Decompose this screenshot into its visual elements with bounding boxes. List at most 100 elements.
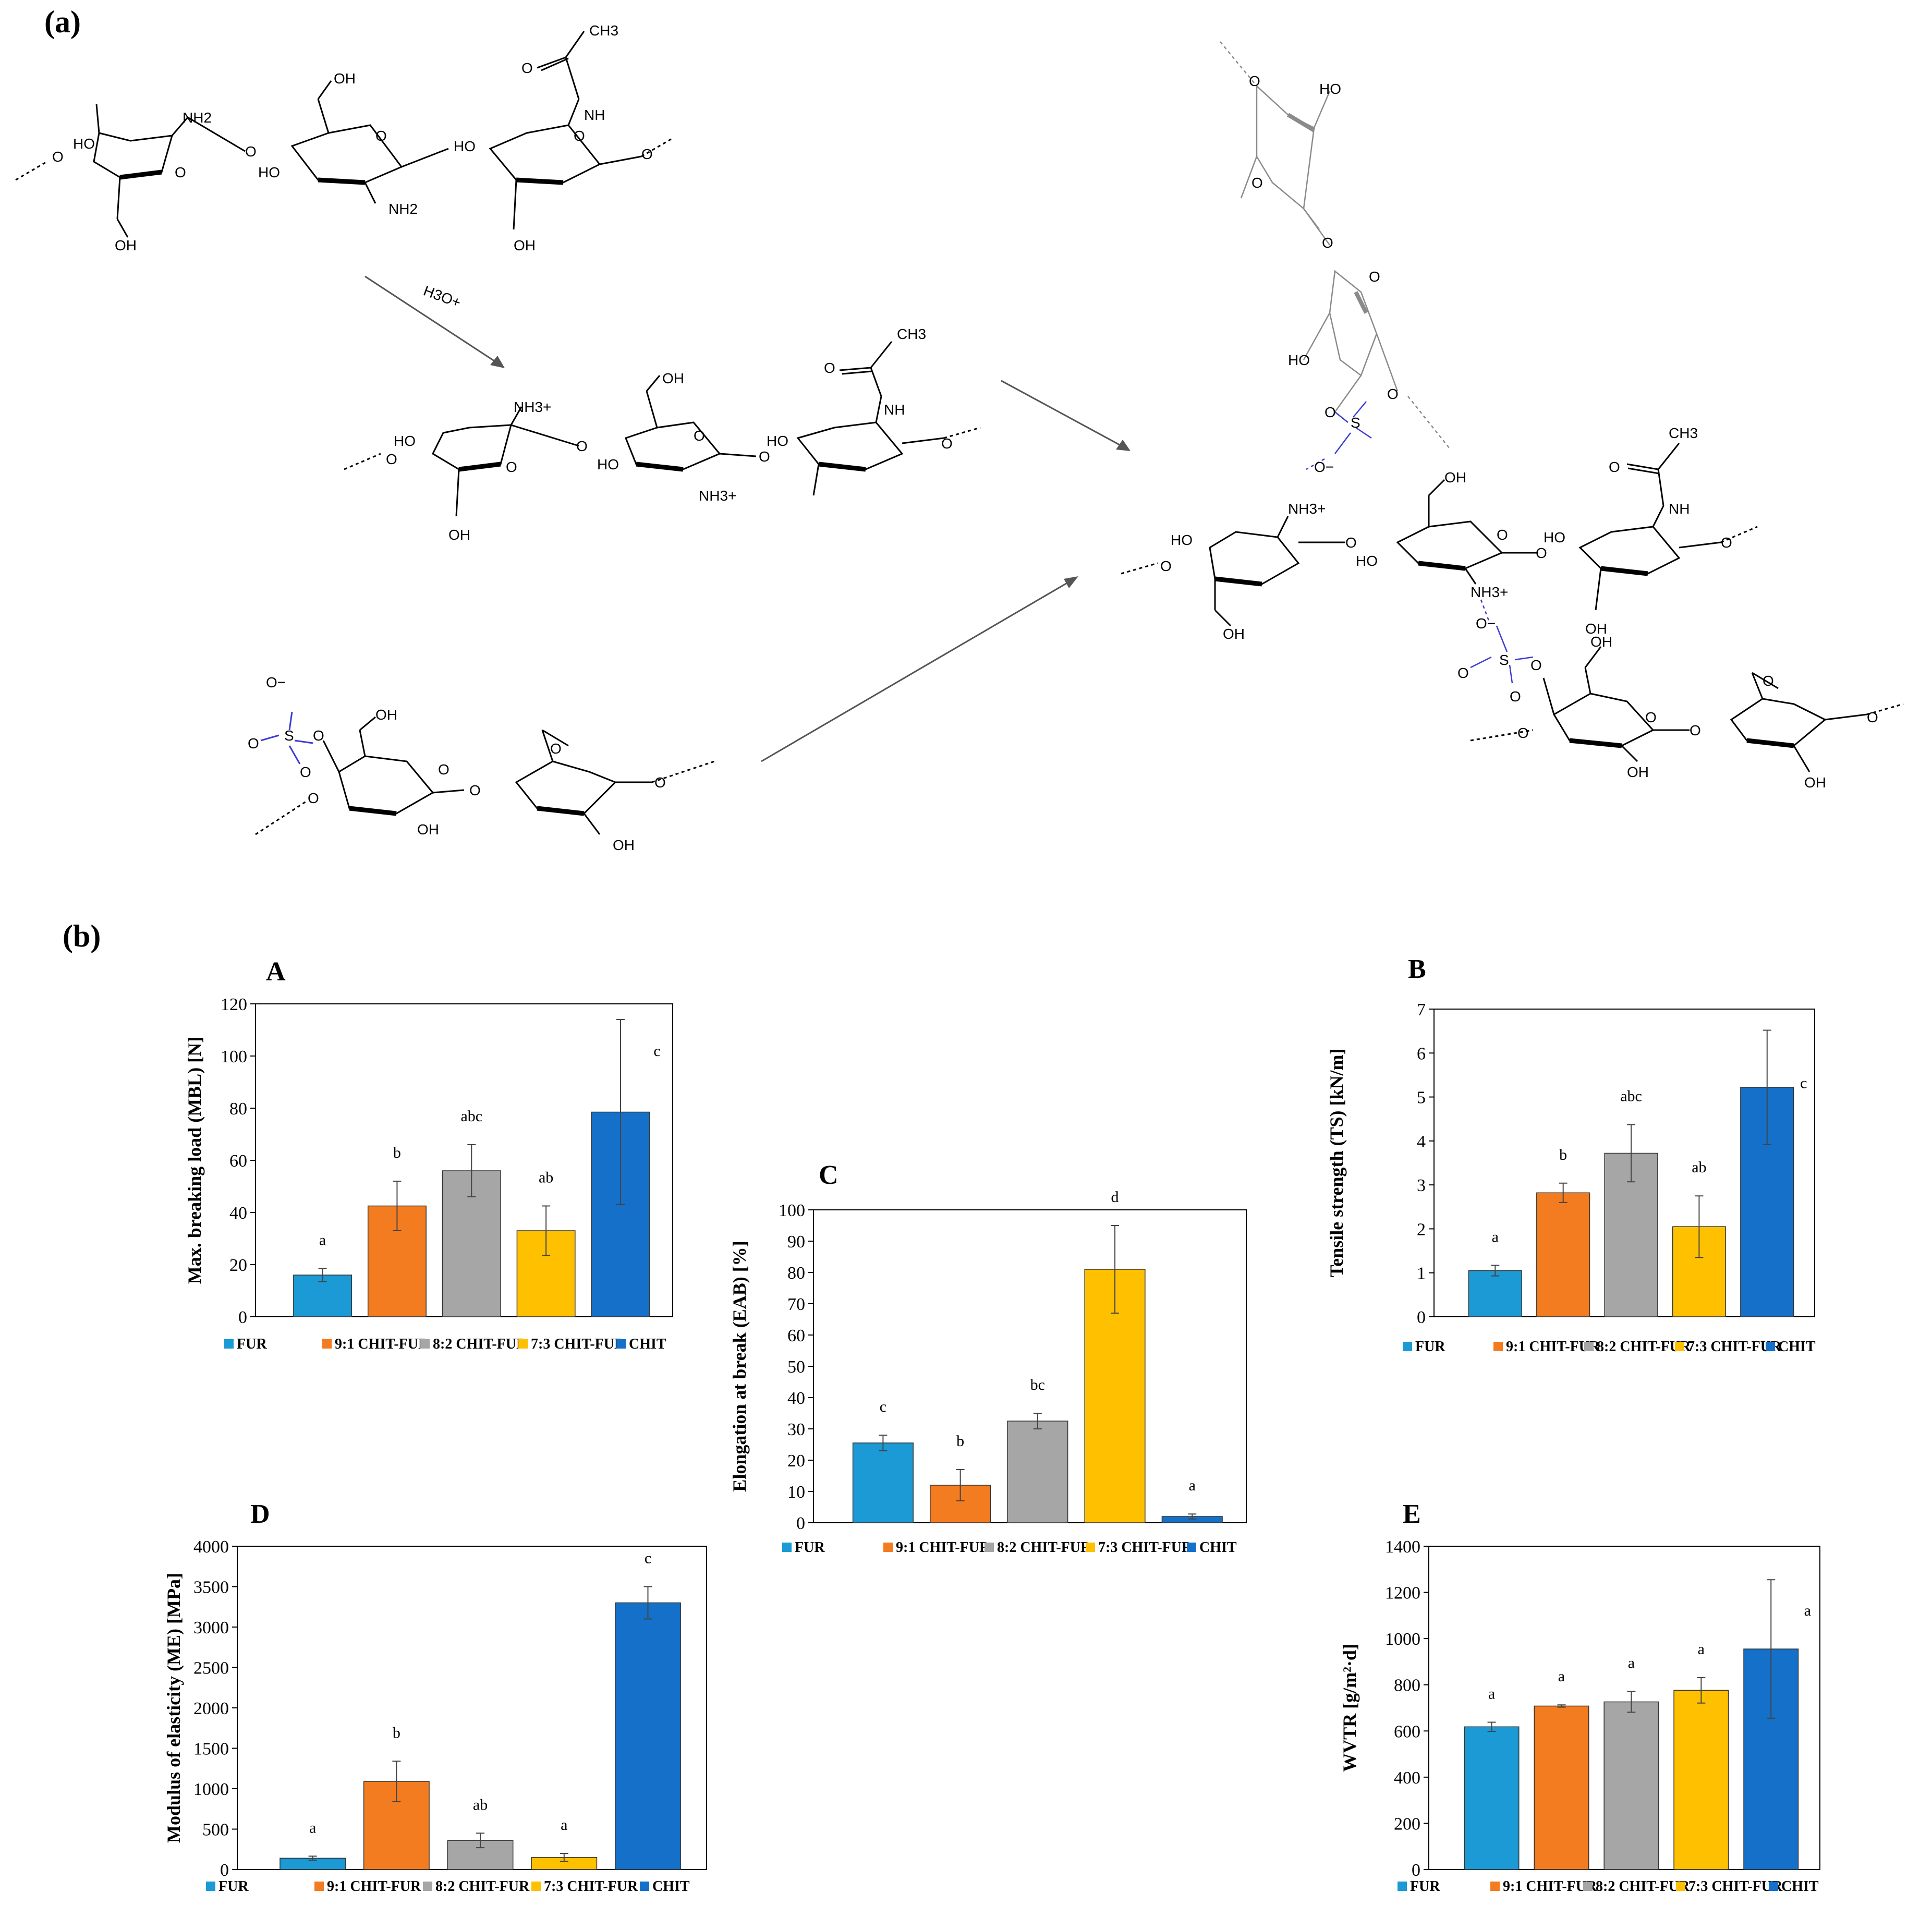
arrow-bottom <box>761 578 1075 762</box>
atom-label: O <box>1690 722 1701 738</box>
y-tick-label: 500 <box>202 1821 229 1840</box>
chart-title: D <box>250 1499 270 1529</box>
chart-c: C 0 10 20 30 40 50 60 70 80 90 100 Elongation at bre… <box>729 1160 1247 1556</box>
y-tick-label: 4000 <box>193 1537 229 1557</box>
atom-label: O <box>576 438 588 454</box>
significance-letter: b <box>393 1724 400 1741</box>
y-tick-label: 40 <box>229 1204 247 1223</box>
significance-letter: a <box>1492 1228 1499 1245</box>
furcellaran-chain <box>255 711 715 835</box>
atom-label: O <box>1530 657 1542 673</box>
y-tick-label: 1200 <box>1385 1584 1420 1603</box>
legend-swatch <box>1583 1882 1593 1891</box>
reaction-scheme <box>15 31 1904 835</box>
atom-label: O <box>469 782 481 798</box>
y-tick-label: 120 <box>221 995 247 1014</box>
significance-letter: abc <box>460 1108 482 1125</box>
atom-label: NH3+ <box>1288 501 1326 517</box>
legend-swatch <box>1086 1543 1095 1552</box>
atom-label: OH <box>375 707 397 723</box>
legend-swatch <box>1766 1342 1775 1351</box>
atom-label: NH3+ <box>1471 584 1508 600</box>
y-tick-label: 100 <box>779 1201 805 1220</box>
legend-swatch <box>224 1339 234 1349</box>
reagent-label: H3O+ <box>421 283 463 311</box>
legend-swatch <box>322 1339 332 1349</box>
chart-a: A 0 20 40 60 80 100 120 Max. breaking load (MBL)… <box>184 957 673 1352</box>
significance-letter: c <box>1800 1075 1807 1092</box>
legend-label: 9:1 CHIT-FUR <box>335 1336 429 1352</box>
atom-label: O <box>1510 688 1521 705</box>
y-tick-label: 2500 <box>193 1659 229 1678</box>
atom-label: O− <box>266 674 286 690</box>
bar <box>1603 1701 1659 1870</box>
atom-label: O <box>1763 673 1774 689</box>
arrow-protonation <box>364 275 501 366</box>
legend-label: 7:3 CHIT-FUR <box>544 1878 638 1895</box>
atom-label: S <box>1351 415 1360 431</box>
bar <box>852 1442 914 1523</box>
atom-label: O <box>1721 535 1732 551</box>
atom-label: HO <box>1356 553 1378 569</box>
y-tick-label: 0 <box>220 1861 229 1880</box>
legend-swatch <box>314 1882 324 1891</box>
y-tick-label: 70 <box>787 1295 805 1314</box>
atom-label: OH <box>1444 469 1466 486</box>
chart-title: E <box>1403 1499 1421 1529</box>
atom-label: NH <box>1669 501 1690 517</box>
legend-swatch <box>1769 1882 1778 1891</box>
atom-label: S <box>1499 652 1509 668</box>
y-tick-label: 20 <box>229 1256 247 1275</box>
atom-label: HO <box>1319 81 1341 97</box>
atom-label: NH3+ <box>514 399 551 415</box>
atom-label: CH3 <box>1669 425 1698 441</box>
atom-label: O <box>1645 709 1657 725</box>
y-tick-label: 80 <box>229 1099 247 1119</box>
significance-letter: a <box>309 1819 316 1836</box>
atom-label: OH <box>1804 774 1826 791</box>
atom-label: O <box>1387 386 1399 402</box>
legend-label: CHIT <box>1781 1878 1819 1895</box>
legend-label: 9:1 CHIT-FUR <box>327 1878 421 1895</box>
legend-label: CHIT <box>1778 1339 1816 1355</box>
legend-label: 9:1 CHIT-FUR <box>1503 1878 1597 1895</box>
y-tick-label: 1000 <box>193 1780 229 1799</box>
legend-swatch <box>1676 1882 1685 1891</box>
atom-label: OH <box>334 70 356 87</box>
atom-label: OH <box>448 527 470 543</box>
y-tick-label: 7 <box>1417 1000 1426 1020</box>
legend-swatch <box>1584 1342 1594 1351</box>
atom-label: O <box>313 727 324 744</box>
atom-label: O <box>1345 535 1357 551</box>
y-tick-label: 2 <box>1417 1220 1426 1239</box>
legend-label: CHIT <box>1199 1539 1237 1556</box>
legend-swatch <box>531 1882 541 1891</box>
y-tick-label: 0 <box>1412 1861 1420 1880</box>
atom-label: O <box>386 451 397 467</box>
atom-label: O <box>375 128 387 144</box>
atom-label: O <box>1251 175 1263 191</box>
chart-title: A <box>266 957 286 987</box>
legend-swatch <box>420 1339 430 1349</box>
significance-letter: bc <box>1030 1376 1045 1393</box>
y-tick-label: 100 <box>221 1047 247 1066</box>
atom-label: HO <box>1288 352 1310 368</box>
legend-label: 8:2 CHIT-FUR <box>997 1539 1091 1556</box>
legend-swatch <box>782 1543 792 1552</box>
atom-labels: O HO NH2 O OH O OH O HO NH2 HO O OH NH O… <box>52 22 1878 853</box>
y-tick-label: 60 <box>229 1151 247 1171</box>
y-tick-label: 6 <box>1417 1044 1426 1063</box>
atom-label: O <box>1609 459 1620 475</box>
legend-swatch <box>1490 1882 1500 1891</box>
significance-letter: b <box>393 1144 401 1161</box>
atom-label: O <box>941 435 953 452</box>
y-tick-label: 0 <box>1417 1308 1426 1327</box>
atom-label: O <box>1457 665 1469 681</box>
legend-label: FUR <box>795 1539 825 1556</box>
legend-label: FUR <box>218 1878 249 1895</box>
significance-letter: a <box>1804 1602 1811 1619</box>
y-tick-label: 2000 <box>193 1699 229 1718</box>
y-tick-label: 1400 <box>1385 1537 1420 1557</box>
